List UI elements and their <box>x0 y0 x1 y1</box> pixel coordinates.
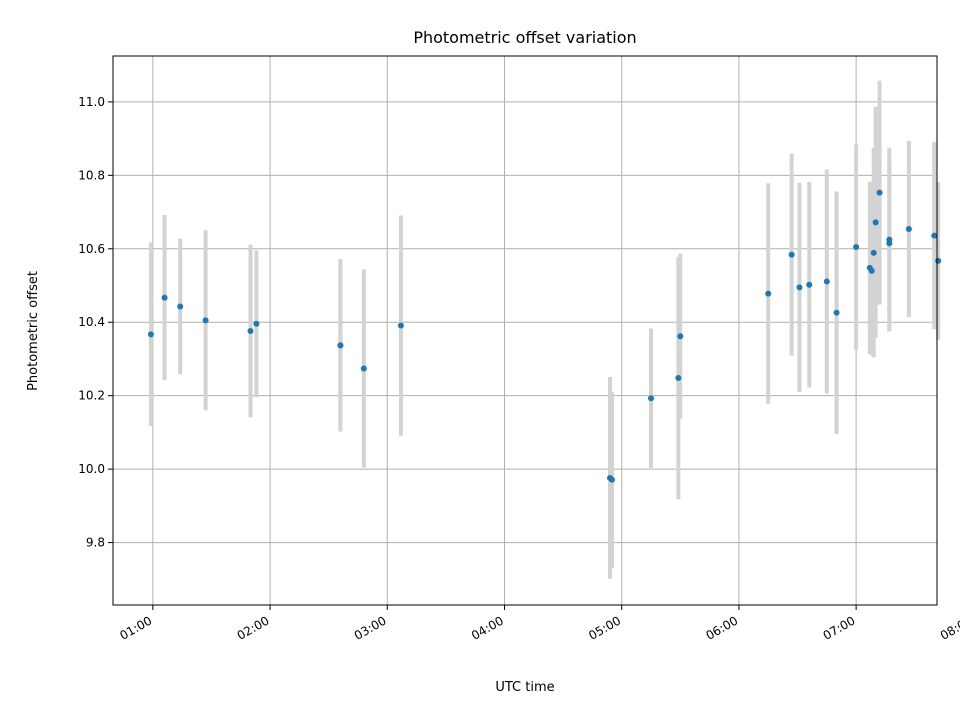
errorbar-layer <box>148 80 941 579</box>
data-point <box>360 365 367 372</box>
data-point <box>253 320 260 327</box>
data-point <box>648 395 655 402</box>
x-tick-label: 07:00 <box>821 613 858 642</box>
y-tick-label: 10.4 <box>78 315 105 329</box>
x-tick-label: 04:00 <box>469 613 506 642</box>
data-point <box>931 232 938 239</box>
data-point <box>823 278 830 285</box>
point-layer <box>147 189 942 483</box>
y-tick-layer: 9.8 10.0 10.2 10.4 10.6 10.8 11.0 <box>78 95 113 550</box>
data-point <box>161 294 168 301</box>
data-point <box>796 284 803 291</box>
data-point <box>806 281 813 288</box>
data-point <box>935 257 942 264</box>
y-tick-label: 10.0 <box>78 462 105 476</box>
y-tick-label: 10.8 <box>78 168 105 182</box>
data-point <box>397 322 404 329</box>
data-point <box>608 476 615 483</box>
data-point <box>677 333 684 340</box>
x-tick-label: 03:00 <box>352 613 389 642</box>
data-point <box>202 317 209 324</box>
data-point <box>868 267 875 274</box>
x-tick-label: 08:00 <box>938 613 960 642</box>
y-tick-label: 10.6 <box>78 242 105 256</box>
x-tick-label: 01:00 <box>117 613 154 642</box>
x-tick-label: 06:00 <box>703 613 740 642</box>
x-tick-label: 05:00 <box>586 613 623 642</box>
chart-title: Photometric offset variation <box>413 28 636 47</box>
data-point <box>765 290 772 297</box>
grid-layer <box>113 56 937 605</box>
data-point <box>872 219 879 226</box>
y-tick-label: 11.0 <box>78 95 105 109</box>
y-tick-label: 10.2 <box>78 389 105 403</box>
data-point <box>833 309 840 316</box>
data-point <box>177 303 184 310</box>
data-point <box>905 225 912 232</box>
data-point <box>788 251 795 258</box>
data-point <box>675 375 682 382</box>
data-point <box>876 189 883 196</box>
data-point <box>853 243 860 250</box>
x-tick-layer: 01:00 02:00 03:00 04:00 05:00 06:00 07:00 08:00 <box>117 605 960 643</box>
data-point <box>147 331 154 338</box>
x-axis-label: UTC time <box>495 680 554 695</box>
x-tick-label: 02:00 <box>235 613 272 642</box>
data-point <box>247 328 254 335</box>
plot-frame <box>112 55 938 606</box>
data-point <box>870 249 877 256</box>
y-axis-label: Photometric offset <box>26 271 41 391</box>
data-point <box>337 342 344 349</box>
y-tick-label: 9.8 <box>86 536 105 550</box>
data-point <box>886 240 893 247</box>
